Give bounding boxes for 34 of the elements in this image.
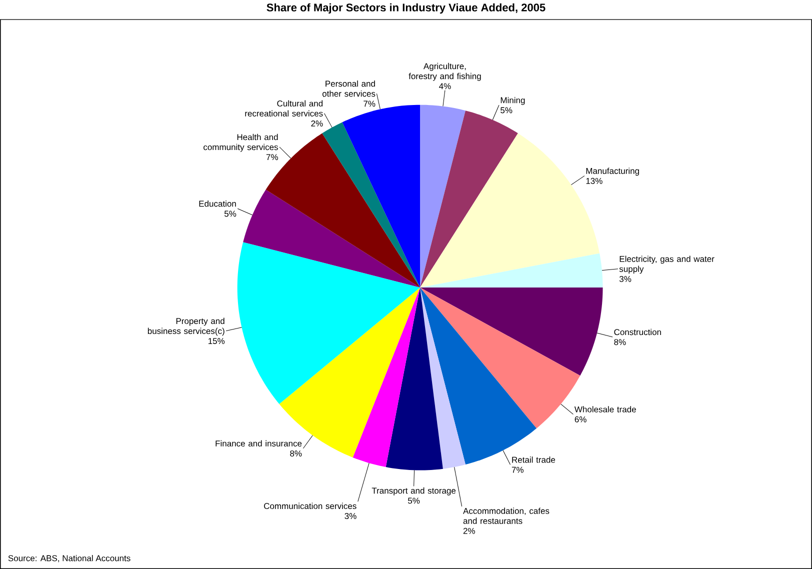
data-label: 5% — [408, 498, 420, 504]
data-label: 7% — [364, 100, 376, 107]
data-label: 3% — [619, 276, 632, 282]
data-label: 5% — [224, 210, 236, 217]
slice-label: Property and business services(c) — [148, 318, 224, 336]
data-label: 8% — [290, 450, 302, 456]
data-label: 4% — [439, 83, 451, 90]
slice-label: Personal and other services — [322, 80, 376, 97]
data-label: 8% — [614, 339, 626, 346]
slice-label: Health and community services — [204, 134, 278, 152]
source-note: Source: ABS, National Accounts — [8, 554, 130, 562]
data-label: 3% — [344, 512, 356, 519]
slice-label: Transport and storage — [372, 487, 456, 496]
slice-label: Retail trade — [512, 456, 556, 463]
data-label: 2% — [311, 120, 323, 126]
data-label: 7% — [266, 154, 278, 160]
slice-label: Cultural and recreational services — [245, 100, 323, 116]
data-label: 7% — [512, 466, 524, 473]
slice-label: Construction — [614, 328, 661, 336]
data-label: 6% — [574, 416, 586, 422]
data-label: 2% — [463, 528, 476, 534]
slice-label: Finance and insurance — [216, 440, 302, 446]
slice-label: Mining — [500, 96, 525, 105]
slice-label: Education — [199, 200, 236, 207]
data-label: 15% — [208, 338, 225, 344]
chart-title: Share of Major Sectors in Industry Viaue Added, 2005 — [266, 3, 546, 14]
slice-label: Accommodation, cafes and restaurants — [463, 508, 550, 524]
data-label: 5% — [500, 107, 512, 114]
slice-label: Electricity, gas and water supply — [619, 256, 714, 274]
slice-label: Agriculture, forestry and fishing — [408, 62, 481, 81]
data-label: 13% — [586, 178, 602, 184]
slice-label: Communication services — [264, 502, 356, 509]
slice-label: Wholesale trade — [574, 406, 636, 412]
slice-label: Manufacturing — [586, 168, 639, 176]
